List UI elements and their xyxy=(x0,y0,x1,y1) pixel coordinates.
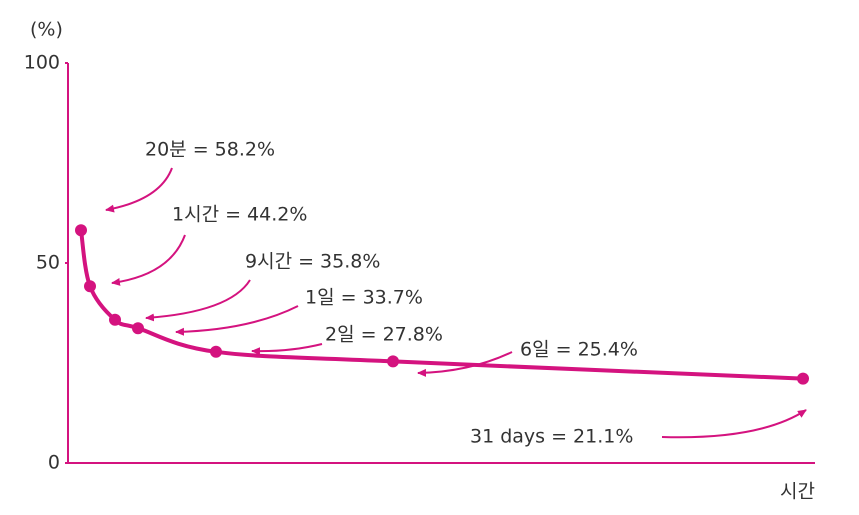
x-axis-label: 시간 xyxy=(780,481,815,503)
point xyxy=(75,224,87,237)
value-label: 1시간 = 44.2% xyxy=(172,204,307,226)
arrow xyxy=(175,305,299,336)
arrow xyxy=(661,409,807,439)
y-tick-label: 100 xyxy=(24,52,60,74)
arrow xyxy=(111,234,186,286)
point xyxy=(84,280,96,293)
point xyxy=(797,372,809,385)
point xyxy=(132,322,144,335)
point xyxy=(210,345,222,358)
curve xyxy=(79,229,804,381)
y-tick-label: 0 xyxy=(48,452,60,474)
arrow xyxy=(105,167,173,213)
y-tick-label: 50 xyxy=(36,252,60,274)
arrow xyxy=(145,279,251,322)
arrow xyxy=(417,351,513,377)
y-axis-label: (%) xyxy=(30,19,63,41)
value-label: 2일 = 27.8% xyxy=(325,324,443,346)
value-label: 31 days = 21.1% xyxy=(470,426,633,448)
point xyxy=(109,313,121,326)
value-label: 20분 = 58.2% xyxy=(145,139,275,161)
value-label: 9시간 = 35.8% xyxy=(245,251,380,273)
arrow xyxy=(251,343,323,356)
point xyxy=(387,355,399,368)
value-label: 1일 = 33.7% xyxy=(305,287,423,309)
value-label: 6일 = 25.4% xyxy=(520,339,638,361)
